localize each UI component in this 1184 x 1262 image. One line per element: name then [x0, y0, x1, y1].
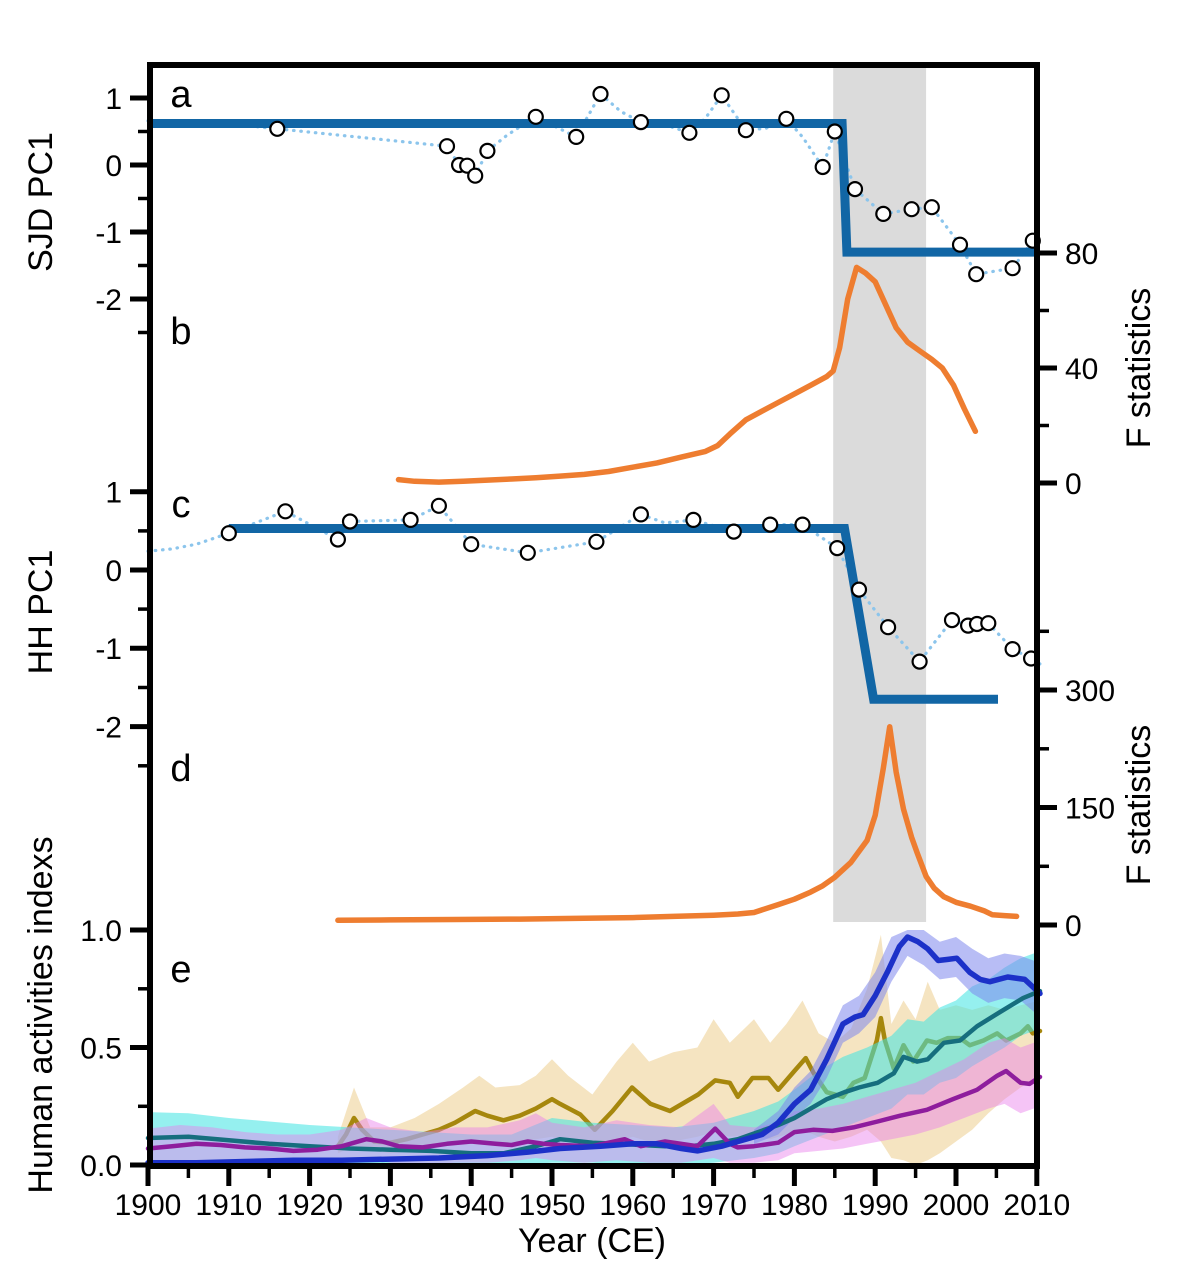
- f-statistics-curve-d: [335, 724, 1020, 924]
- y-tick-label-c: 1: [105, 477, 122, 510]
- data-point-marker-a: [438, 138, 456, 155]
- panel-label-b: b: [170, 311, 191, 353]
- x-tick-label: 1930: [357, 1189, 424, 1222]
- y-tick-label-b: 80: [1065, 238, 1098, 271]
- y-tick-label-d: 300: [1065, 675, 1115, 708]
- data-point-marker-a: [592, 85, 609, 103]
- data-point-marker-c: [463, 536, 480, 553]
- data-point-marker-c: [794, 516, 811, 533]
- data-point-marker-c: [329, 531, 346, 548]
- data-point-marker-a: [968, 266, 985, 283]
- data-point-marker-c: [850, 581, 868, 598]
- data-point-marker-c: [519, 544, 536, 561]
- data-point-marker-c: [685, 511, 702, 529]
- x-tick-label: 1980: [761, 1189, 828, 1222]
- data-point-marker-a: [479, 142, 496, 159]
- y-tick-label-a: -2: [95, 284, 122, 317]
- data-point-marker-c: [762, 516, 779, 533]
- data-point-marker-c: [1004, 640, 1021, 658]
- data-point-marker-c: [980, 615, 997, 632]
- y-tick-label-e: 1.0: [80, 915, 122, 948]
- data-point-marker-c: [277, 503, 294, 520]
- panel-label-d: d: [170, 748, 191, 790]
- y-tick-label-d: 150: [1065, 792, 1115, 825]
- y-tick-label-d: 0: [1065, 910, 1082, 943]
- y-axis-title-f-statistics-d: F statistics: [1120, 725, 1158, 886]
- y-tick-label-a: 0: [105, 150, 122, 183]
- y-tick-label-e: 0.5: [80, 1032, 122, 1065]
- f-statistics-curve-b: [395, 264, 979, 485]
- x-tick-label: 1960: [599, 1189, 666, 1222]
- y-tick-label-a: -1: [95, 217, 122, 250]
- data-point-marker-a: [846, 181, 864, 198]
- data-point-marker-a: [269, 120, 286, 137]
- data-point-marker-a: [778, 110, 795, 127]
- data-point-marker-a: [875, 205, 892, 222]
- data-point-marker-a: [713, 87, 730, 104]
- x-tick-label: 1920: [276, 1189, 343, 1222]
- x-tick-label: 1990: [842, 1189, 909, 1222]
- data-point-marker-a: [1004, 260, 1021, 277]
- y-axis-title-sjd-pc1: SJD PC1: [22, 132, 60, 272]
- cyan-index-uncertainty: [148, 951, 1040, 1165]
- data-point-marker-c: [402, 511, 419, 529]
- panel-label-c: c: [172, 484, 191, 526]
- purple-index-uncertainty: [148, 1038, 1040, 1165]
- data-point-marker-a: [814, 158, 831, 176]
- y-tick-label-c: -2: [95, 711, 122, 744]
- data-point-marker-c: [911, 653, 928, 670]
- navy-index-line: [145, 934, 1043, 1166]
- x-tick-label: 1950: [519, 1189, 586, 1222]
- data-point-marker-a: [467, 167, 484, 184]
- y-tick-label-b: 0: [1065, 468, 1082, 501]
- panel-label-e: e: [170, 949, 191, 991]
- data-point-marker-c: [725, 523, 742, 540]
- data-point-marker-a: [903, 201, 920, 218]
- y-tick-label-c: -1: [95, 633, 122, 666]
- data-point-marker-c: [829, 539, 846, 557]
- data-point-marker-c: [341, 513, 359, 530]
- y-axis-title-hh-pc1: HH PC1: [22, 550, 60, 675]
- data-point-marker-a: [737, 122, 755, 139]
- data-point-marker-a: [923, 199, 940, 216]
- panel-label-a: a: [170, 74, 192, 116]
- data-point-marker-a: [951, 236, 969, 253]
- data-point-marker-c: [879, 619, 897, 636]
- data-point-marker-a: [681, 124, 698, 141]
- x-tick-label: 1900: [115, 1189, 182, 1222]
- data-point-marker-a: [568, 128, 585, 145]
- y-tick-label-a: 1: [105, 83, 122, 116]
- data-point-marker-c: [632, 506, 650, 523]
- x-tick-label: 2000: [923, 1189, 990, 1222]
- y-tick-label-b: 40: [1065, 353, 1098, 386]
- x-tick-label: 1970: [680, 1189, 747, 1222]
- regime-mean-step-line-c: [228, 524, 998, 704]
- y-tick-label-e: 0.0: [80, 1150, 122, 1183]
- x-tick-label: 1940: [438, 1189, 505, 1222]
- data-point-marker-a: [632, 113, 650, 131]
- y-axis-title-f-statistics-b: F statistics: [1120, 288, 1158, 449]
- data-point-marker-c: [220, 525, 237, 542]
- data-point-marker-c: [588, 533, 605, 550]
- x-axis-title: Year (CE): [518, 1222, 666, 1260]
- data-point-marker-c: [943, 611, 961, 629]
- regime-mean-step-line-a: [148, 119, 1040, 257]
- generated-chart-layers: 1 0 -1 -2 80 40 0 1 0 -1 -2 300 150 0 1.0 0.5 0.0 1900 191…: [80, 62, 1115, 1222]
- y-axis-title-human-activities: Human activities indexs: [22, 836, 60, 1193]
- navy-index-uncertainty: [754, 930, 1040, 1144]
- data-point-marker-a: [527, 108, 544, 125]
- data-point-marker-c: [430, 497, 447, 514]
- x-tick-label: 2010: [1003, 1189, 1070, 1222]
- y-tick-label-c: 0: [105, 555, 122, 588]
- data-point-marker-a: [826, 123, 843, 140]
- x-tick-label: 1910: [195, 1189, 262, 1222]
